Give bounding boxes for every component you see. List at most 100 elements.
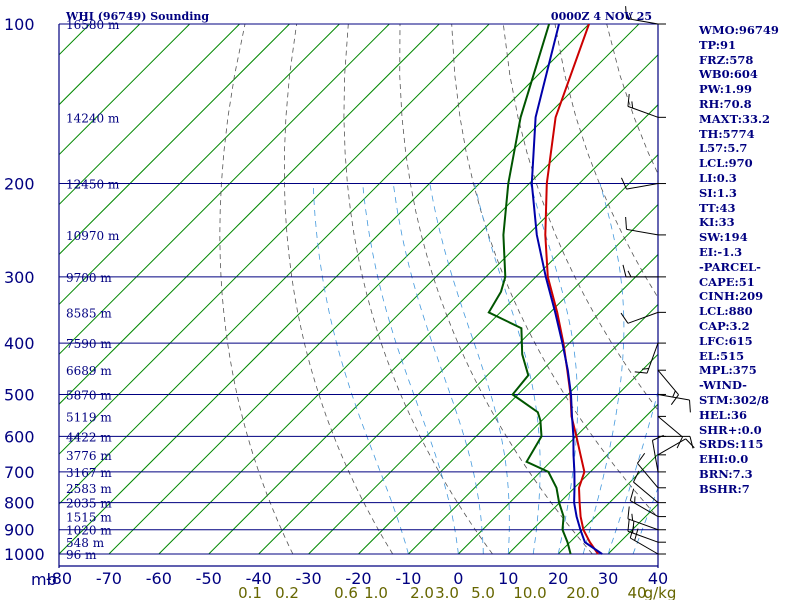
wind-barb [620, 311, 666, 324]
wind-barb-staff [627, 518, 659, 531]
index-item: BRN:7.3 [699, 466, 753, 481]
dry-adiabat [343, 24, 493, 555]
mixing-ratio-label: 0.1 [238, 584, 262, 600]
isotherm-line [59, 24, 191, 156]
index-item: MPL:375 [699, 363, 757, 378]
wind-barb-flag [634, 371, 648, 374]
height-label: 7590 m [66, 337, 112, 351]
wind-barb [622, 264, 666, 278]
wind-barb-flag [629, 488, 635, 501]
index-item: CAPE:51 [699, 274, 755, 289]
height-label: 8585 m [66, 306, 112, 320]
dewpoint-profile [487, 24, 572, 555]
index-item: KI:33 [699, 215, 735, 230]
dry-adiabat [399, 24, 593, 555]
dry-adiabat [451, 24, 658, 519]
height-labels: 16580 m 14240 m 12450 m 10970 m 9700 m 8585 m… [66, 18, 120, 562]
wind-barb-flag [670, 394, 679, 406]
wind-barb-flag [625, 216, 627, 230]
wind-barb-flag [642, 367, 649, 370]
pressure-tick-label: 200 [4, 175, 35, 194]
wind-barb-staff [651, 440, 659, 472]
height-label: 14240 m [66, 111, 120, 125]
pressure-tick-label: 500 [4, 385, 35, 404]
height-label: 12450 m [66, 178, 120, 192]
index-item: SW:194 [699, 230, 748, 245]
height-label: 10970 m [66, 229, 120, 243]
wind-barb-flag [689, 436, 694, 449]
wind-barb [657, 393, 691, 413]
temperature-tick-label: -30 [296, 569, 322, 588]
index-item: BSHR:7 [699, 481, 750, 496]
index-item: CAP:3.2 [699, 318, 750, 333]
index-item: SI:1.3 [699, 185, 737, 200]
wind-barb-flag [627, 270, 632, 278]
index-item: LFC:615 [699, 333, 753, 348]
moist-adiabat [632, 486, 658, 555]
wind-barb-flag [672, 390, 676, 398]
height-label: 16580 m [66, 18, 120, 32]
wind-barb-staff [646, 342, 659, 374]
valid-time: 0000Z 4 NOV 25 [551, 10, 652, 23]
isotherm-line [457, 353, 658, 555]
dry-adiabat-grid [219, 24, 658, 555]
wind-barb-flag [625, 6, 627, 19]
isotherm-line [59, 24, 340, 306]
pressure-tick-label: 700 [4, 463, 35, 482]
height-label: 9700 m [66, 271, 112, 285]
height-label: 4422 m [66, 430, 112, 444]
pressure-tick-label: 100 [4, 15, 35, 34]
temperature-tick-label: -60 [146, 569, 172, 588]
isotherm-line [308, 203, 658, 555]
height-label: 5119 m [66, 410, 112, 424]
index-item: SHR+:0.0 [699, 422, 762, 437]
temperature-tick-label: -20 [345, 569, 371, 588]
index-item: STM:302/8 [699, 392, 770, 407]
isotherm-line [507, 403, 658, 555]
index-item: CINH:209 [699, 289, 764, 304]
moist-adiabat [392, 183, 484, 555]
pressure-tick-label: 1000 [4, 545, 45, 564]
wind-barb-flag [631, 513, 634, 521]
wind-barb [657, 438, 695, 456]
dry-adiabat [283, 24, 394, 555]
mixing-ratio-axis: 0.1 0.2 0.6 1.0 2.0 3.0 5.0 10.0 20.0 40g/kg [238, 584, 676, 600]
wind-barb [627, 94, 666, 118]
height-label: 1020 m [66, 524, 112, 538]
wind-barb-staff [627, 530, 659, 543]
index-panel: WMO:96749 TP:91 FRZ:578 WB0:604 PW:1.99 RH:70… [699, 23, 799, 497]
wind-barb-flag [633, 470, 640, 483]
height-label: 5870 m [66, 388, 112, 402]
index-item: EI:-1.3 [699, 244, 743, 259]
isotherm-line [59, 24, 540, 505]
pressure-unit-label: mb [31, 570, 57, 589]
moist-adiabat [429, 183, 510, 555]
wind-barb-staff [630, 537, 659, 555]
moist-adiabat [474, 183, 541, 555]
index-item: L57:5.7 [699, 141, 748, 156]
mixing-ratio-label: 0.6 [334, 584, 358, 600]
pressure-grid [58, 23, 659, 568]
height-label: 3776 m [66, 449, 112, 463]
wind-barb-flag [627, 94, 630, 107]
wind-barb-staff [627, 311, 659, 324]
moist-adiabat-grid [312, 183, 658, 555]
height-label: 1515 m [66, 511, 112, 525]
wind-barb-staff [633, 481, 659, 504]
index-item: PW:1.99 [699, 82, 753, 97]
wind-barb-flag [629, 12, 632, 20]
temperature-tick-label: 30 [598, 569, 618, 588]
isotherm-line [358, 253, 658, 555]
isotherm-line [59, 24, 240, 206]
wind-barb-flag [632, 520, 635, 534]
index-item: -PARCEL- [699, 259, 761, 274]
wind-barb-staff [626, 183, 659, 190]
height-label: 6689 m [66, 364, 112, 378]
temperature-tick-label: 20 [548, 569, 568, 588]
wind-barb [625, 216, 666, 236]
temperature-tick-label: -80 [46, 569, 72, 588]
height-label: 2035 m [66, 497, 112, 511]
temperature-tick-label: -70 [96, 569, 122, 588]
wind-barb-flag [685, 438, 695, 449]
